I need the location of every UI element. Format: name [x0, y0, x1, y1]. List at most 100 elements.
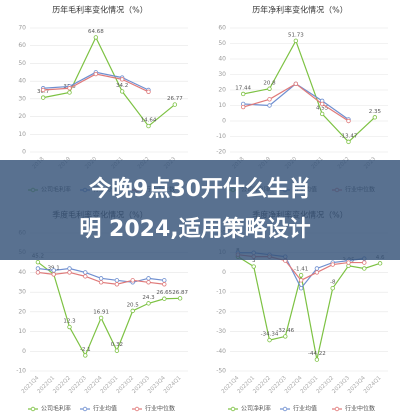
- legend-marker: [230, 406, 236, 412]
- point: [293, 81, 299, 86]
- point: [346, 139, 351, 145]
- point: [130, 308, 135, 314]
- y-tick-label: 20: [18, 113, 26, 120]
- series-line: [43, 36, 176, 127]
- point: [98, 315, 104, 321]
- point: [83, 270, 88, 275]
- point: [93, 35, 99, 40]
- point: [251, 264, 256, 269]
- y-tick-label: 40: [218, 56, 226, 63]
- point: [119, 89, 125, 94]
- data-label: 24.3: [142, 295, 155, 301]
- y-tick-label: -40: [216, 348, 226, 355]
- point: [35, 270, 41, 275]
- point: [146, 280, 151, 285]
- point: [83, 353, 88, 358]
- series-line: [243, 39, 376, 143]
- data-label: 26.87: [172, 290, 188, 296]
- y-tick-label: 30: [18, 95, 26, 102]
- point: [177, 296, 183, 301]
- y-tick-label: 40: [18, 269, 26, 276]
- point: [162, 278, 167, 283]
- y-tick-label: 0: [222, 269, 226, 276]
- point: [40, 95, 46, 100]
- data-label: 0.32: [111, 342, 123, 348]
- chart-title: 历年毛利率变化情况（%）: [52, 5, 148, 15]
- point: [146, 276, 151, 281]
- point: [40, 87, 46, 93]
- series-line: [37, 261, 181, 357]
- point: [114, 348, 120, 353]
- overlay-text: 今晚9点30开什么生肖: [89, 176, 311, 202]
- point: [240, 104, 246, 110]
- overlay-banner: [0, 160, 400, 260]
- data-label: -44.22: [308, 351, 326, 357]
- y-tick-label: 60: [18, 42, 26, 49]
- data-label: 17.44: [235, 85, 251, 91]
- overlay-text: 明 2024,适用策略设计: [79, 216, 310, 242]
- y-tick-label: 20: [18, 308, 26, 315]
- data-label: 20.5: [127, 302, 140, 308]
- point: [98, 280, 104, 285]
- point: [319, 101, 325, 107]
- y-tick-label: -20: [216, 149, 226, 156]
- y-tick-label: -10: [216, 133, 226, 140]
- y-tick-label: 20: [218, 87, 226, 94]
- series-line: [237, 256, 381, 360]
- point: [330, 286, 335, 291]
- point: [67, 270, 72, 275]
- point: [283, 334, 288, 339]
- y-tick-label: -10: [16, 368, 26, 375]
- point: [67, 324, 72, 330]
- point: [293, 38, 299, 44]
- point: [162, 296, 167, 301]
- point: [67, 266, 72, 271]
- point: [267, 337, 272, 343]
- y-tick-label: 0: [222, 118, 226, 125]
- legend-label: 行业中位数: [145, 405, 175, 413]
- point: [314, 266, 320, 271]
- legend-label: 行业中位数: [345, 405, 375, 413]
- y-tick-label: 40: [18, 78, 26, 85]
- point: [362, 266, 367, 271]
- point: [362, 260, 367, 265]
- point: [146, 301, 151, 306]
- chart-title: 历年净利率变化情况（%）: [252, 5, 348, 15]
- point: [114, 282, 120, 287]
- y-tick-label: 0: [22, 149, 26, 156]
- point: [346, 118, 351, 124]
- point: [35, 266, 41, 271]
- point: [119, 77, 125, 82]
- point: [146, 89, 151, 94]
- y-tick-label: -50: [216, 368, 226, 375]
- y-tick-label: 30: [18, 289, 26, 296]
- point: [114, 278, 120, 283]
- data-label: 20.8: [263, 80, 276, 86]
- y-tick-label: 0: [22, 348, 26, 355]
- point: [377, 261, 383, 266]
- point: [162, 282, 167, 287]
- legend-label: 行业均值: [293, 405, 317, 413]
- y-tick-label: 10: [18, 328, 26, 335]
- point: [298, 278, 304, 283]
- legend-marker: [30, 406, 36, 412]
- data-label: -8: [330, 280, 336, 286]
- point: [240, 91, 246, 97]
- data-label: -2.1: [80, 347, 91, 353]
- y-tick-label: -10: [216, 289, 226, 296]
- legend-marker: [82, 406, 88, 412]
- point: [51, 272, 56, 277]
- y-tick-label: 10: [18, 131, 26, 138]
- point: [172, 102, 178, 107]
- y-tick-label: 70: [18, 25, 26, 32]
- y-tick-label: 50: [218, 40, 226, 47]
- data-label: 14.64: [141, 118, 157, 124]
- point: [130, 278, 135, 283]
- legend-marker: [282, 406, 288, 412]
- point: [51, 268, 56, 273]
- point: [67, 90, 72, 95]
- data-label: 26.65: [156, 290, 172, 296]
- legend-label: 公司毛利率: [41, 405, 71, 413]
- data-label: 64.68: [88, 29, 104, 35]
- y-tick-label: 60: [218, 25, 226, 32]
